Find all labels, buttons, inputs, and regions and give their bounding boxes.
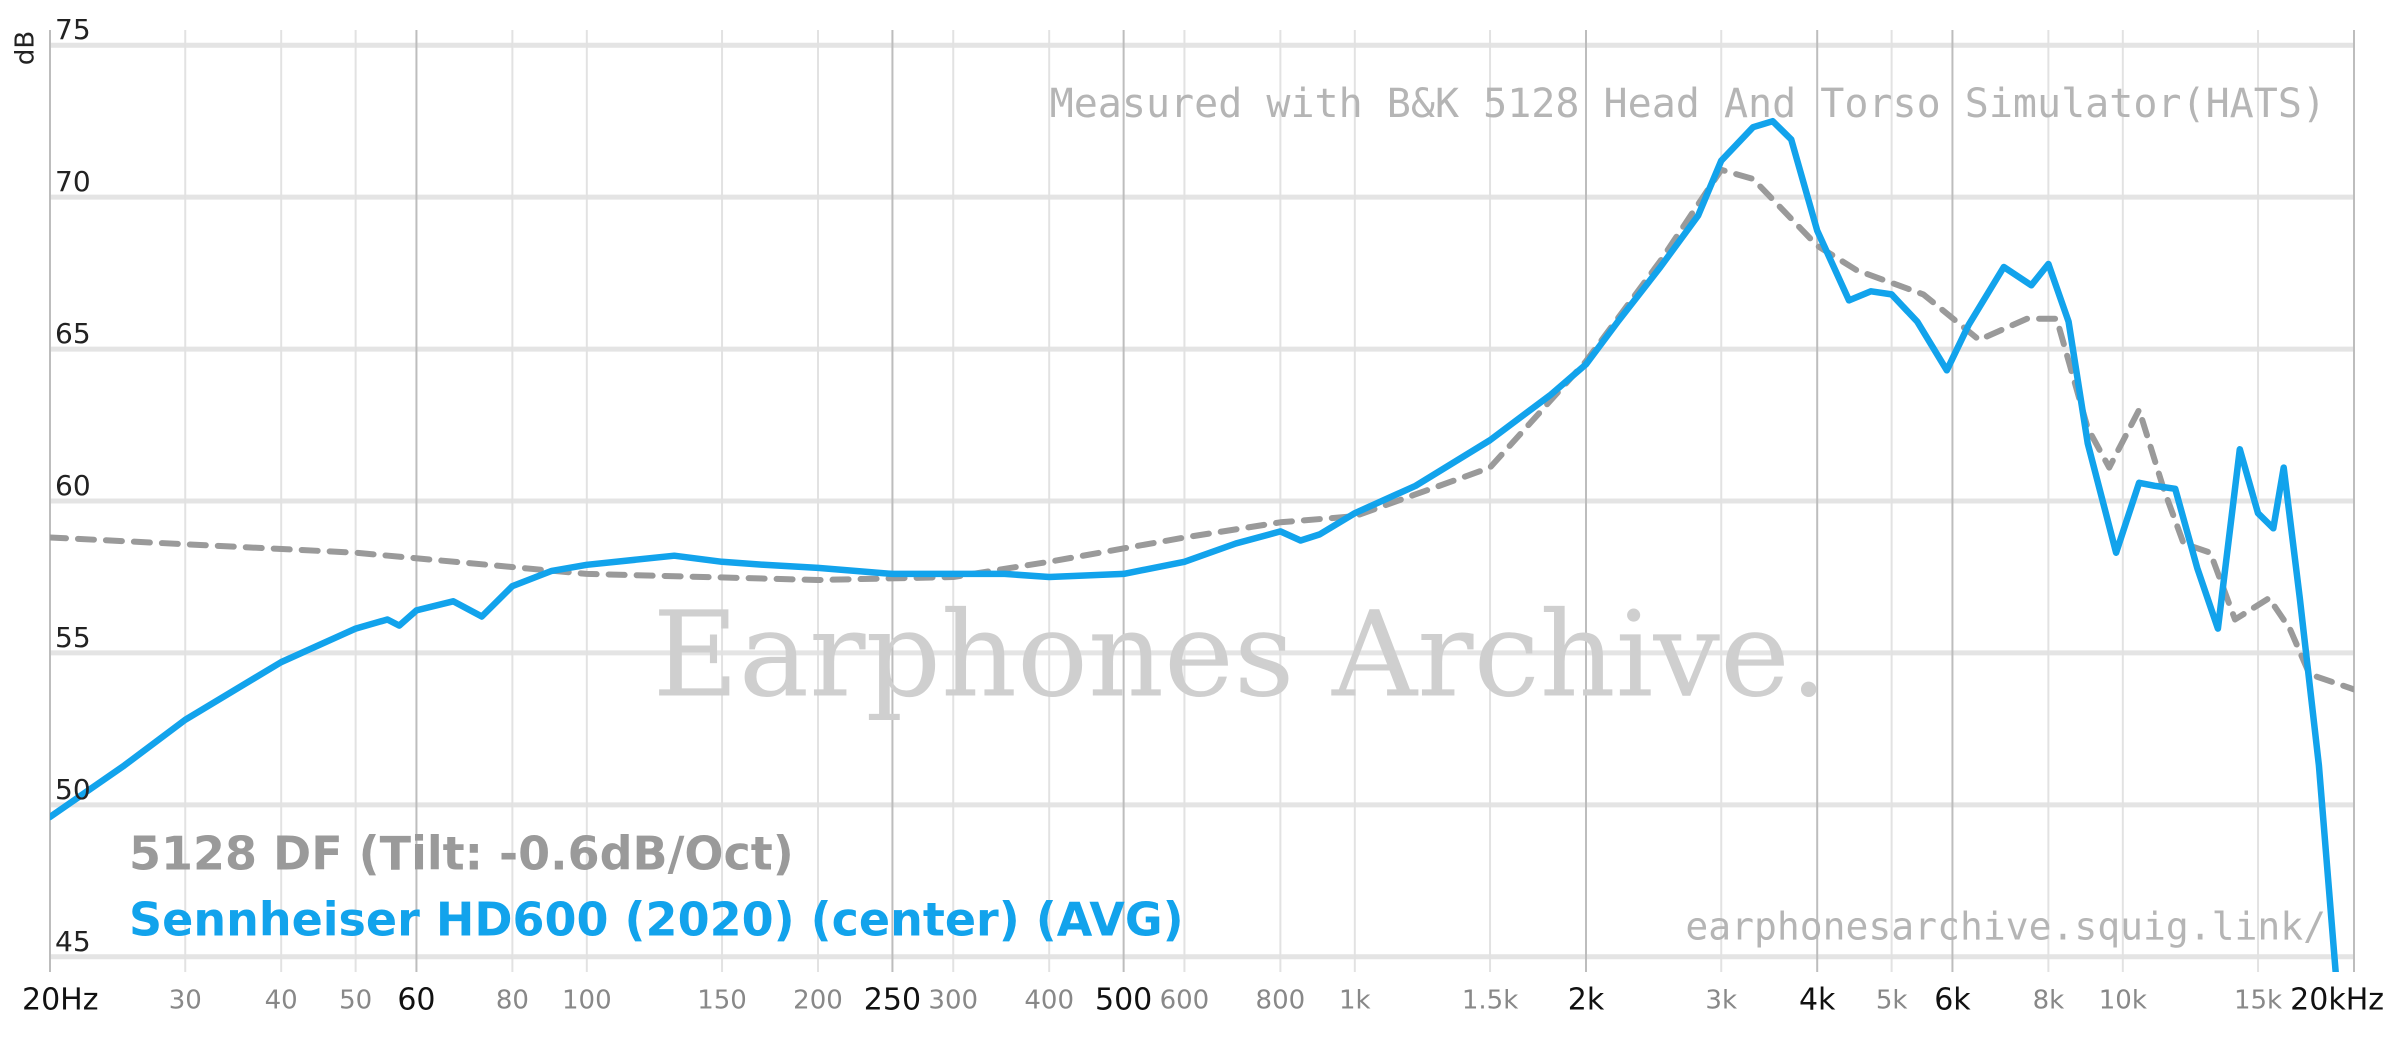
curves <box>50 117 2354 972</box>
y-tick-label: 75 <box>55 13 91 46</box>
y-tick-label: 60 <box>55 469 91 502</box>
x-tick-label: 2k <box>1568 983 1605 1018</box>
legend-entry: 5128 DF (Tilt: -0.6dB/Oct) <box>129 827 794 881</box>
x-tick-label: 4k <box>1799 983 1836 1018</box>
x-tick-label: 8k <box>2033 986 2065 1016</box>
source-url: earphonesarchive.squig.link/ <box>1685 905 2326 949</box>
x-tick-label: 1.5k <box>1462 986 1518 1016</box>
measurement-note: Measured with B&K 5128 Head And Torso Si… <box>1050 81 2326 127</box>
y-axis-label: dB <box>11 31 41 65</box>
y-tick-label: 55 <box>55 621 91 654</box>
x-tick-label: 60 <box>397 983 435 1018</box>
watermark: Earphones Archive. <box>653 586 1828 724</box>
x-tick-label: 250 <box>864 983 921 1018</box>
x-tick-label: 40 <box>265 986 298 1016</box>
x-tick-label: 400 <box>1024 986 1074 1016</box>
y-tick-label: 50 <box>55 773 91 806</box>
grid <box>49 30 2355 972</box>
y-tick-label: 45 <box>55 925 91 958</box>
x-tick-label: 80 <box>496 986 529 1016</box>
legend: 5128 DF (Tilt: -0.6dB/Oct) Sennheiser HD6… <box>129 827 1184 947</box>
x-tick-label: 50 <box>339 986 372 1016</box>
x-tick-label: 20Hz <box>22 983 98 1018</box>
x-tick-label: 5k <box>1876 986 1908 1016</box>
x-tick-label: 30 <box>169 986 202 1016</box>
x-tick-label: 200 <box>793 986 843 1016</box>
x-tick-label: 800 <box>1256 986 1306 1016</box>
x-tick-label: 3k <box>1705 986 1737 1016</box>
x-tick-label: 6k <box>1934 983 1971 1018</box>
x-tick-label: 1k <box>1339 986 1371 1016</box>
y-tick-label: 70 <box>55 165 91 198</box>
x-tick-label: 150 <box>697 986 747 1016</box>
frequency-response-line <box>50 166 2354 693</box>
legend-entry: Sennheiser HD600 (2020) (center) (AVG) <box>129 893 1184 947</box>
x-tick-label: 20kHz <box>2290 983 2384 1018</box>
x-tick-label: 10k <box>2099 986 2147 1016</box>
x-tick-label: 500 <box>1095 983 1152 1018</box>
x-tick-label: 15k <box>2234 986 2282 1016</box>
y-tick-label: 65 <box>55 317 91 350</box>
frequency-response-line <box>50 117 2339 972</box>
x-tick-label: 300 <box>928 986 978 1016</box>
x-tick-label: 100 <box>562 986 612 1016</box>
x-tick-label: 600 <box>1160 986 1210 1016</box>
